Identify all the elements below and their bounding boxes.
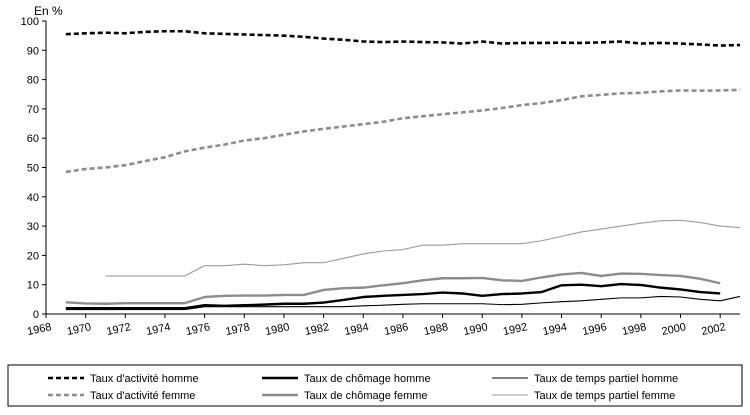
axes: 0 10 20 30 40 50 60 70 80 90 100 1968 1970 1972 1974 19…: [21, 16, 740, 338]
legend: Taux d'activité homme Taux d'activité fem…: [7, 364, 743, 407]
x-tick-label: 1994: [542, 321, 568, 338]
y-tick-label: 70: [27, 104, 39, 116]
series-line: [65, 271, 721, 305]
x-tick-label: 1970: [66, 321, 92, 338]
legend-label: Taux de chômage homme: [304, 373, 431, 385]
legend-label: Taux de chômage femme: [304, 390, 428, 402]
x-tick-label: 1996: [581, 321, 607, 338]
x-tick-label: 1986: [383, 321, 409, 338]
legend-label: Taux d'activité homme: [90, 373, 198, 385]
y-tick-label: 10: [27, 280, 39, 292]
y-tick-label: 60: [27, 133, 39, 145]
x-tick-label: 1968: [26, 321, 52, 338]
y-tick-label: 30: [27, 221, 39, 233]
y-tick-label: 100: [21, 16, 39, 28]
y-tick-label: 50: [27, 163, 39, 175]
series-layer: [65, 29, 741, 311]
x-tick-label: 1972: [105, 321, 131, 338]
x-tick-label: 1976: [185, 321, 211, 338]
x-tick-label: 1990: [462, 321, 488, 338]
series-line: [65, 295, 741, 311]
legend-frame: [7, 364, 743, 407]
x-tick-label: 1988: [423, 321, 449, 338]
x-tick-label: 2002: [700, 321, 726, 338]
x-tick-label: 1974: [145, 321, 171, 338]
series-line: [65, 88, 741, 174]
x-tick-label: 1982: [304, 321, 330, 338]
x-tick-label: 1998: [621, 321, 647, 338]
x-tick-label: 1992: [502, 321, 528, 338]
y-tick-label: 20: [27, 250, 39, 262]
series-line: [65, 29, 741, 47]
y-tick-label: 0: [33, 309, 39, 321]
x-tick-label: 2000: [661, 321, 687, 338]
x-tick-label: 1978: [224, 321, 250, 338]
series-line: [65, 282, 721, 310]
legend-label: Taux de temps partiel homme: [534, 373, 678, 385]
y-tick-label: 90: [27, 45, 39, 57]
unit-label: En %: [34, 4, 63, 18]
legend-label: Taux de temps partiel femme: [534, 390, 675, 402]
legend-label: Taux d'activité femme: [90, 390, 195, 402]
y-tick-label: 40: [27, 192, 39, 204]
x-tick-label: 1984: [343, 321, 369, 338]
series-line: [105, 219, 741, 277]
y-tick-label: 80: [27, 75, 39, 87]
x-tick-label: 1980: [264, 321, 290, 338]
